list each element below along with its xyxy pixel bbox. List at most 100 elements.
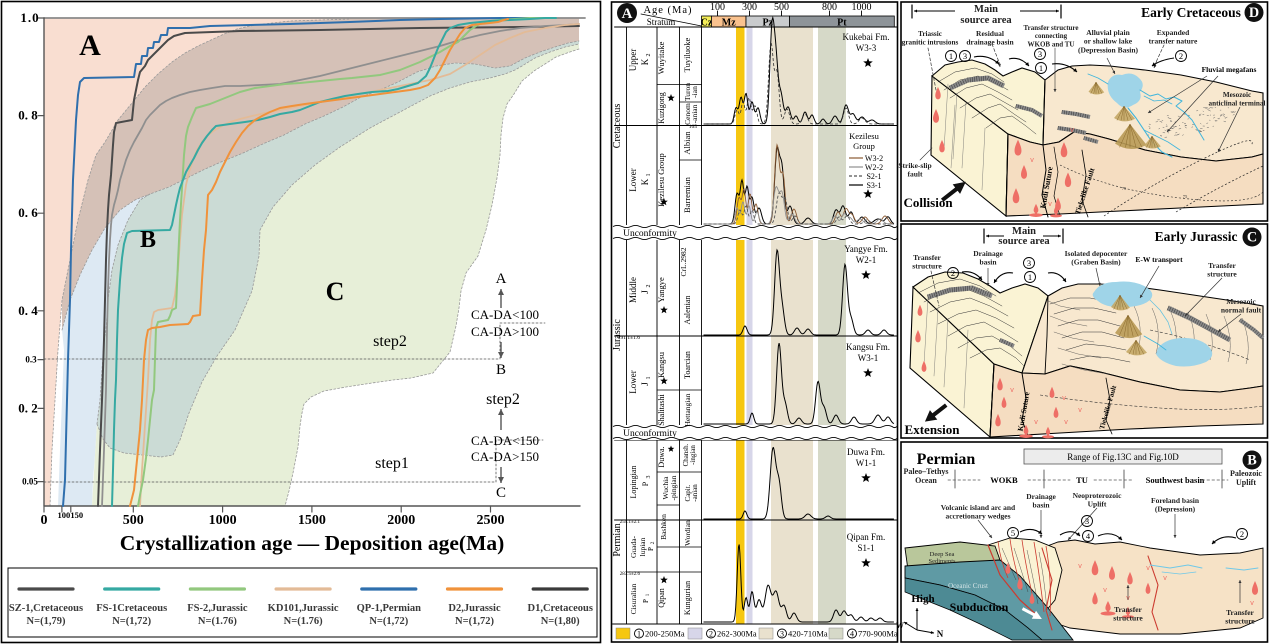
svg-text:FS-2,Jurassic: FS-2,Jurassic	[187, 603, 248, 614]
svg-text:Stratum: Stratum	[647, 17, 676, 27]
svg-text:Collision: Collision	[903, 195, 953, 210]
svg-text:D2,Jurassic: D2,Jurassic	[448, 603, 501, 614]
svg-text:W3-1: W3-1	[858, 353, 879, 363]
svg-text:1: 1	[1039, 63, 1043, 73]
svg-text:Cretaceous: Cretaceous	[612, 104, 623, 149]
svg-text:Kezilesu Group: Kezilesu Group	[656, 153, 666, 207]
svg-text:source area: source area	[960, 15, 1012, 26]
svg-text:CA-DA>100: CA-DA>100	[471, 324, 539, 339]
svg-text:254.1±2.1: 254.1±2.1	[620, 520, 641, 525]
svg-text:3: 3	[1038, 49, 1042, 59]
svg-text:Age (Ma): Age (Ma)	[643, 5, 692, 16]
svg-text:SZ-1,Cretaceous: SZ-1,Cretaceous	[9, 603, 83, 614]
svg-text:S1-1: S1-1	[857, 543, 874, 553]
svg-text:W2-1: W2-1	[856, 255, 877, 265]
svg-text:FS-1Cretaceous: FS-1Cretaceous	[96, 603, 167, 614]
svg-text:1.0: 1.0	[20, 10, 39, 25]
svg-text:(Depression Basin): (Depression Basin)	[1078, 45, 1139, 54]
svg-text:-ian: -ian	[690, 86, 699, 98]
svg-text:Qipan Fm.: Qipan Fm.	[847, 532, 886, 542]
svg-text:S3-1: S3-1	[866, 181, 881, 190]
svg-text:step2: step2	[373, 333, 407, 350]
svg-text:Pz: Pz	[762, 18, 773, 29]
svg-text:Kuzigong: Kuzigong	[657, 92, 666, 124]
svg-text:Alluvial plain: Alluvial plain	[1086, 28, 1130, 37]
svg-text:basin: basin	[1032, 501, 1050, 510]
svg-text:75: 75	[1122, 186, 1127, 191]
svg-text:1: 1	[1028, 272, 1032, 282]
svg-text:Mz: Mz	[722, 18, 736, 29]
svg-text:Extension: Extension	[905, 422, 961, 437]
svg-text:Paleo–Tethys: Paleo–Tethys	[903, 467, 948, 476]
svg-text:(Depression): (Depression)	[1155, 505, 1196, 514]
svg-text:Duwa.: Duwa.	[657, 446, 666, 467]
svg-text:Duwa Fm.: Duwa Fm.	[847, 447, 885, 457]
svg-text:2: 2	[646, 54, 652, 57]
svg-text:C: C	[496, 485, 506, 501]
svg-text:structure: structure	[912, 262, 942, 271]
svg-text:1000: 1000	[852, 2, 872, 13]
svg-text:lupian: lupian	[638, 537, 647, 556]
svg-text:W2-2: W2-2	[865, 163, 883, 172]
svg-text:step1: step1	[375, 455, 409, 472]
svg-text:Kukebai Fm.: Kukebai Fm.	[843, 32, 890, 42]
svg-text:Fluvial megafans: Fluvial megafans	[1202, 65, 1257, 74]
svg-text:CA-DA<150: CA-DA<150	[471, 433, 539, 448]
svg-text:Permian: Permian	[917, 451, 976, 468]
svg-text:W1-1: W1-1	[856, 458, 877, 468]
svg-text:-anian: -anian	[691, 484, 699, 502]
svg-text:C: C	[1247, 230, 1257, 246]
svg-text:S2-1: S2-1	[866, 172, 881, 181]
svg-text:Group: Group	[853, 141, 875, 151]
svg-text:(Graben Basin): (Graben Basin)	[1071, 258, 1121, 267]
svg-text:Qipan: Qipan	[657, 588, 666, 608]
svg-text:Drainage: Drainage	[973, 249, 1003, 258]
svg-text:Tuyiluoke: Tuyiluoke	[682, 37, 692, 72]
svg-text:CrL.2982: CrL.2982	[679, 247, 688, 276]
svg-text:3: 3	[646, 476, 652, 479]
svg-text:v: v	[1062, 393, 1066, 402]
svg-text:v: v	[1250, 598, 1254, 607]
svg-text:Triassic: Triassic	[918, 30, 943, 38]
svg-text:2: 2	[1179, 51, 1183, 61]
svg-text:-pingian: -pingian	[669, 475, 678, 500]
svg-text:Cisuralian: Cisuralian	[629, 583, 638, 614]
svg-text:normal fault: normal fault	[1221, 306, 1262, 315]
svg-text:2: 2	[951, 268, 955, 278]
svg-text:3: 3	[1027, 258, 1031, 268]
svg-text:Volcanic island arc and: Volcanic island arc and	[941, 503, 1016, 512]
svg-text:Uplift: Uplift	[1088, 500, 1107, 509]
svg-text:-ingian: -ingian	[689, 445, 697, 465]
svg-text:Hettangian: Hettangian	[683, 393, 692, 426]
svg-text:Early Cretaceous: Early Cretaceous	[1141, 5, 1241, 20]
svg-text:Lower: Lower	[628, 168, 638, 192]
svg-text:Permian: Permian	[612, 523, 623, 556]
svg-text:Wuchia: Wuchia	[661, 476, 670, 500]
svg-text:Aalenian: Aalenian	[683, 296, 692, 325]
svg-text:75: 75	[1183, 194, 1188, 199]
svg-text:v: v	[1070, 125, 1074, 134]
svg-text:Wuyitake: Wuyitake	[656, 41, 666, 74]
svg-text:TU: TU	[1076, 475, 1088, 485]
svg-text:High: High	[911, 593, 934, 605]
svg-text:2: 2	[709, 630, 713, 639]
svg-text:4: 4	[850, 630, 854, 639]
svg-text:P: P	[642, 599, 650, 603]
svg-text:D: D	[1249, 5, 1259, 21]
svg-text:N=(1,79): N=(1,79)	[27, 616, 66, 627]
svg-text:Expanded: Expanded	[1157, 28, 1190, 37]
svg-text:Mesozoic: Mesozoic	[1223, 91, 1252, 99]
svg-text:0.3: 0.3	[25, 355, 37, 365]
svg-text:B: B	[1247, 453, 1257, 469]
svg-text:transfer nature: transfer nature	[1149, 37, 1198, 46]
svg-text:granitic intrusions: granitic intrusions	[902, 38, 959, 46]
svg-text:Lopingian: Lopingian	[629, 466, 638, 499]
svg-text:J: J	[640, 382, 650, 386]
svg-text:v: v	[1163, 573, 1167, 582]
svg-text:K: K	[640, 58, 650, 65]
svg-text:Drainage: Drainage	[1026, 492, 1056, 501]
svg-text:Foreland basin: Foreland basin	[1151, 496, 1200, 505]
svg-text:Deep Sea: Deep Sea	[930, 551, 955, 558]
svg-text:Transfer: Transfer	[1226, 608, 1254, 617]
svg-text:1: 1	[646, 377, 652, 380]
